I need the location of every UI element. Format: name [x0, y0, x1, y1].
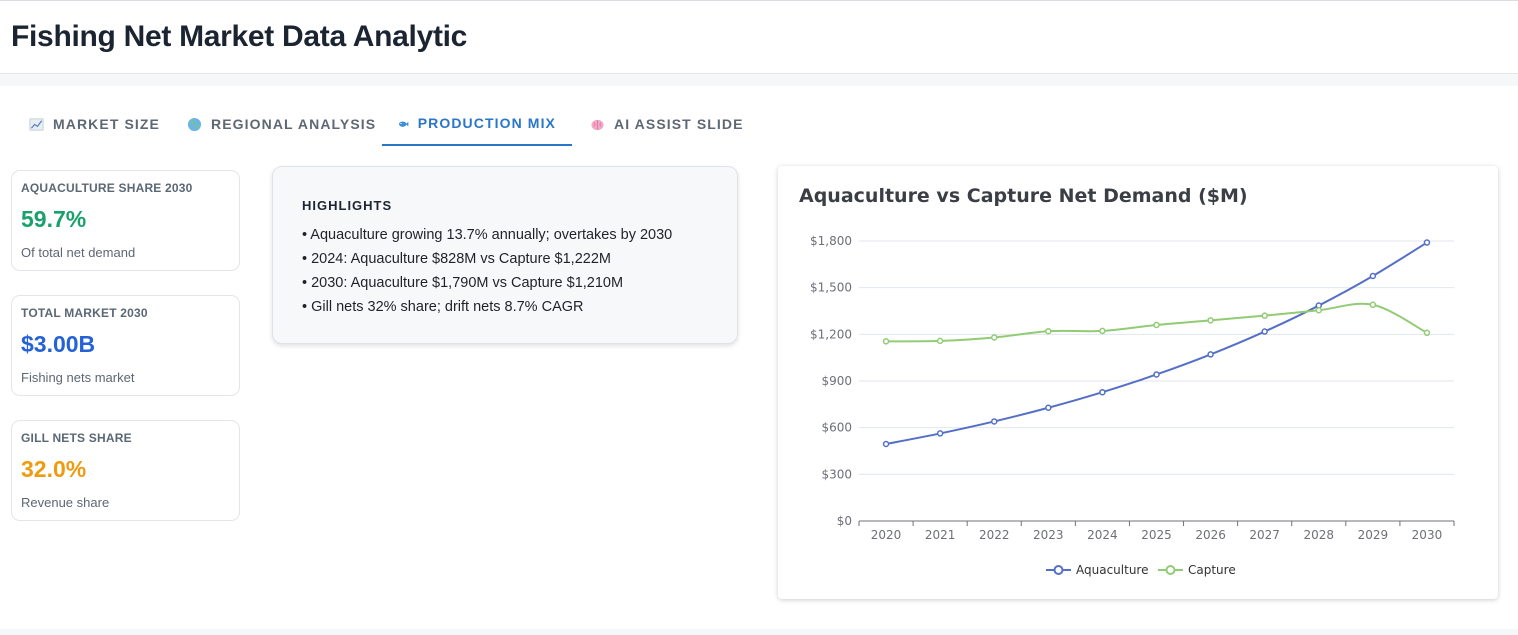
data-point-aquaculture — [1369, 272, 1377, 280]
data-point-capture — [1153, 321, 1160, 329]
y-tick-label: $1,800 — [810, 234, 852, 248]
highlight-item: • 2024: Aquaculture $828M vs Capture $1,… — [302, 251, 611, 267]
tab-label: MARKET SIZE — [53, 116, 160, 132]
data-point-capture — [1045, 327, 1052, 335]
data-point-aquaculture — [990, 418, 998, 425]
line-chart: $0 $300 $600 $900 $1,200 $1,500 $1,800 2020 2021… — [810, 234, 1455, 577]
legend-label: Capture — [1188, 563, 1236, 577]
x-tick-label: 2028 — [1303, 528, 1334, 542]
data-point-capture — [1315, 306, 1323, 314]
kpi-value: 59.7% — [21, 206, 87, 232]
app-header: Fishing Net Market Data Analytic — [0, 0, 1518, 74]
data-point-capture — [990, 334, 998, 341]
highlight-item: • Aquaculture growing 13.7% annually; ov… — [302, 227, 673, 243]
y-tick-label: $900 — [821, 374, 852, 388]
tab-production-mix[interactable]: PRODUCTION MIX — [382, 102, 572, 146]
y-tick-label: $1,500 — [810, 281, 852, 295]
series-line-aquaculture — [885, 241, 1428, 445]
legend-marker — [1165, 565, 1176, 575]
x-tick-label: 2024 — [1087, 528, 1118, 542]
kpi-subtext: Of total net demand — [21, 245, 136, 260]
chart-increasing-icon — [29, 118, 44, 130]
data-point-capture — [1261, 312, 1268, 319]
tab-label: PRODUCTION MIX — [417, 115, 556, 131]
tab-regional-analysis[interactable]: REGIONAL ANALYSIS — [171, 102, 392, 146]
y-tick-label: $300 — [821, 467, 852, 481]
highlights-card: HIGHLIGHTS • Aquaculture growing 13.7% a… — [272, 166, 738, 344]
kpi-label: GILL NETS SHARE — [21, 431, 132, 445]
data-point-aquaculture — [1045, 404, 1052, 412]
x-tick-label: 2027 — [1249, 528, 1280, 542]
data-point-capture — [882, 338, 890, 345]
kpi-value: 32.0% — [21, 456, 87, 482]
x-tick-label: 2023 — [1033, 528, 1064, 542]
legend-label: Aquaculture — [1076, 563, 1148, 577]
kpi-subtext: Fishing nets market — [21, 370, 135, 385]
kpi-label: TOTAL MARKET 2030 — [21, 306, 148, 320]
x-tick-label: 2021 — [925, 528, 956, 542]
y-tick-label: $600 — [821, 421, 852, 435]
data-point-capture — [1099, 327, 1106, 335]
y-tick-label: $0 — [837, 514, 852, 528]
chart-title: Aquaculture vs Capture Net Demand ($M) — [799, 185, 1248, 207]
kpi-card-aquaculture-share: AQUACULTURE SHARE 2030 59.7% Of total ne… — [11, 170, 240, 271]
globe-icon — [187, 117, 202, 131]
data-point-aquaculture — [936, 430, 944, 437]
data-point-aquaculture — [1423, 239, 1431, 246]
chart-card: Aquaculture vs Capture Net Demand ($M) $… — [778, 166, 1498, 599]
y-tick-label: $1,200 — [810, 327, 852, 341]
kpi-card-total-market: TOTAL MARKET 2030 $3.00B Fishing nets ma… — [11, 295, 240, 396]
x-tick-label: 2026 — [1195, 528, 1226, 542]
data-point-capture — [1369, 301, 1377, 309]
data-point-aquaculture — [1261, 328, 1268, 335]
data-point-capture — [936, 337, 944, 345]
legend-marker — [1053, 565, 1064, 575]
main-panel: MARKET SIZE REGIONAL ANALYSIS PRODUCTION… — [0, 86, 1518, 629]
highlight-item: • 2030: Aquaculture $1,790M vs Capture $… — [302, 275, 624, 291]
data-point-aquaculture — [1153, 371, 1160, 378]
data-point-aquaculture — [1207, 351, 1214, 358]
highlights-title: HIGHLIGHTS — [302, 198, 393, 213]
tab-label: AI ASSIST SLIDE — [614, 116, 744, 132]
highlights-list: • Aquaculture growing 13.7% annually; ov… — [302, 223, 672, 319]
tab-label: REGIONAL ANALYSIS — [211, 116, 377, 132]
x-tick-label: 2022 — [979, 528, 1010, 542]
data-point-aquaculture — [1099, 388, 1106, 396]
data-point-capture — [1207, 317, 1214, 324]
brain-icon — [591, 119, 604, 130]
fish-icon — [399, 120, 409, 127]
kpi-subtext: Revenue share — [21, 495, 110, 510]
tab-ai-assist-slide[interactable]: AI ASSIST SLIDE — [574, 102, 760, 146]
highlight-item: • Gill nets 32% share; drift nets 8.7% C… — [302, 299, 584, 315]
kpi-card-gill-nets-share: GILL NETS SHARE 32.0% Revenue share — [11, 420, 240, 521]
page-title: Fishing Net Market Data Analytic — [11, 20, 468, 53]
x-tick-label: 2020 — [871, 528, 902, 542]
data-point-aquaculture — [882, 440, 890, 448]
x-tick-label: 2029 — [1358, 528, 1389, 542]
x-tick-label: 2025 — [1141, 528, 1172, 542]
kpi-label: AQUACULTURE SHARE 2030 — [21, 181, 193, 195]
data-point-capture — [1423, 329, 1431, 337]
kpi-value: $3.00B — [21, 331, 96, 357]
x-tick-label: 2030 — [1412, 528, 1443, 542]
tab-market-size[interactable]: MARKET SIZE — [13, 102, 176, 146]
